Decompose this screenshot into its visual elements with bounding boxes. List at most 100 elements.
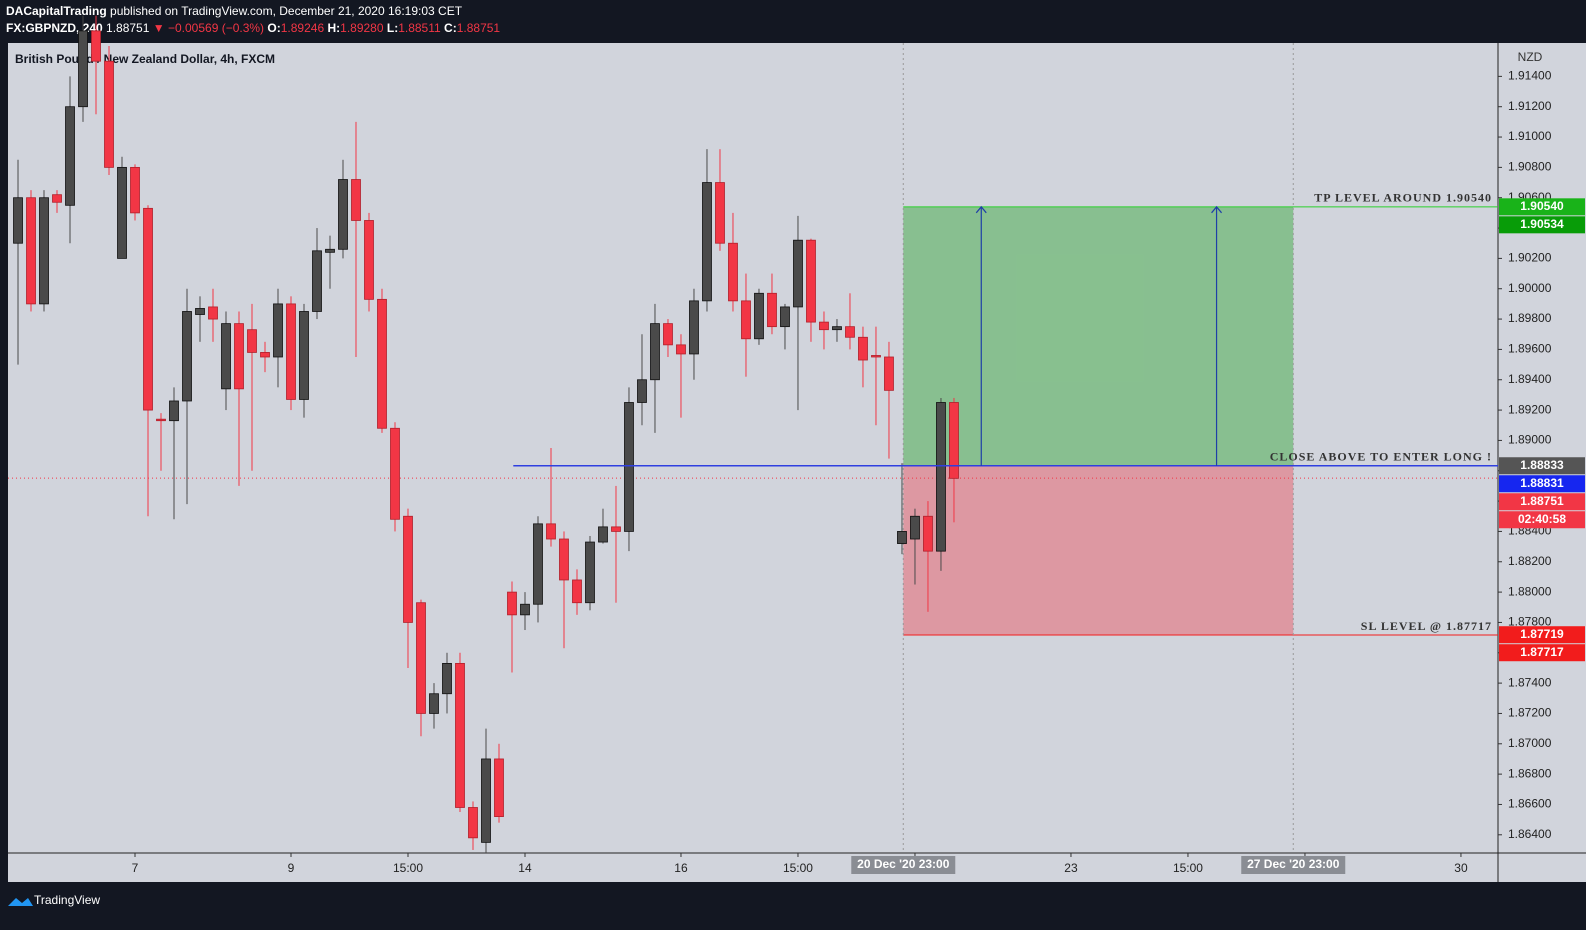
- candle-body: [572, 579, 582, 604]
- candle-body: [923, 515, 933, 552]
- change: ▼ −0.00569 (−0.3%): [153, 21, 264, 35]
- price-label: 1.88831: [1520, 476, 1564, 490]
- candle-body: [260, 352, 270, 358]
- price-label: 1.87717: [1520, 645, 1564, 659]
- candle-body: [65, 106, 75, 206]
- candle-body: [819, 321, 829, 331]
- x-tick-label: 7: [132, 861, 139, 875]
- x-tick-label: 9: [288, 861, 295, 875]
- candle-body: [793, 239, 803, 308]
- candle-body: [546, 523, 556, 540]
- candle-body: [715, 182, 725, 244]
- candle-body: [117, 166, 127, 259]
- candle-body: [650, 323, 660, 381]
- candle-body: [221, 323, 231, 390]
- candle-body: [806, 239, 816, 323]
- chart-title: British Pound / New Zealand Dollar, 4h, …: [15, 52, 275, 66]
- candle-body: [871, 355, 881, 358]
- header-line: DACapitalTrading published on TradingVie…: [6, 4, 463, 18]
- target-zone: [903, 206, 1294, 466]
- candle-body: [52, 194, 62, 203]
- ohlc-value: 1.88751: [457, 21, 501, 35]
- y-tick-label: 1.87000: [1508, 736, 1552, 750]
- currency: NZD: [1518, 50, 1543, 64]
- price-label-box: [1499, 493, 1585, 511]
- candle-body: [936, 402, 946, 552]
- candle-body: [156, 418, 166, 422]
- candle-body: [130, 166, 140, 214]
- candle-body: [507, 591, 517, 616]
- price-label: 1.90540: [1520, 199, 1564, 213]
- time-label: 20 Dec '20 23:00: [857, 857, 950, 871]
- candle-body: [897, 531, 907, 544]
- price-label-box: [1499, 216, 1585, 234]
- price-label: 1.87719: [1520, 627, 1564, 641]
- candle-body: [559, 538, 569, 581]
- candle-body: [325, 248, 335, 253]
- y-tick-label: 1.88200: [1508, 554, 1552, 568]
- left-edge: [0, 43, 8, 882]
- ohlc-label: O:: [267, 21, 280, 35]
- arrow-head: [975, 205, 987, 214]
- price-label-box: [1499, 626, 1585, 644]
- ohlc-label: H:: [327, 21, 340, 35]
- candle-body: [377, 298, 387, 429]
- price-label: 02:40:58: [1518, 512, 1566, 526]
- candle-body: [949, 402, 959, 479]
- footer-bar: [0, 882, 1586, 930]
- candle-body: [533, 523, 543, 605]
- stop-zone: [903, 465, 1294, 636]
- candle-body: [429, 693, 439, 714]
- x-tick-label: 15:00: [783, 861, 813, 875]
- ohlc-value: 1.88511: [398, 21, 441, 35]
- candle-body: [858, 336, 868, 361]
- ohlc-label: L:: [387, 21, 398, 35]
- candle-body: [26, 197, 36, 305]
- candle-body: [481, 758, 491, 843]
- candle-body: [208, 306, 218, 320]
- time-label: 27 Dec '20 23:00: [1247, 857, 1340, 871]
- candle-body: [338, 179, 348, 250]
- y-tick-label: 1.86400: [1508, 827, 1552, 841]
- time-label-box: [1241, 856, 1346, 874]
- candle-body: [390, 427, 400, 520]
- y-tick-label: 1.86800: [1508, 766, 1552, 780]
- y-tick-label: 1.89200: [1508, 402, 1552, 416]
- candle-body: [234, 323, 244, 390]
- candle-body: [741, 300, 751, 340]
- logo: [8, 898, 33, 906]
- price-label-box: [1499, 457, 1585, 475]
- y-tick-label: 1.88000: [1508, 584, 1552, 598]
- candle-body: [468, 807, 478, 839]
- ohlc-value: 1.89246: [281, 21, 325, 35]
- candle-body: [364, 220, 374, 300]
- price-label: 1.88833: [1520, 458, 1564, 472]
- candle-body: [273, 303, 283, 358]
- y-tick-label: 1.87200: [1508, 706, 1552, 720]
- price-label-box: [1499, 475, 1585, 493]
- candle-body: [637, 379, 647, 403]
- y-tick-label: 1.86600: [1508, 797, 1552, 811]
- annotation: CLOSE ABOVE TO ENTER LONG !: [1270, 449, 1492, 463]
- candle-body: [780, 306, 790, 328]
- last: 1.88751: [106, 21, 150, 35]
- candle-body: [494, 758, 504, 817]
- x-tick-label: 15:00: [1173, 861, 1203, 875]
- y-tick-label: 1.89600: [1508, 342, 1552, 356]
- y-tick-label: 1.87400: [1508, 675, 1552, 689]
- plot: British Pound / New Zealand Dollar, 4h, …: [8, 15, 1585, 875]
- candle-body: [247, 329, 257, 353]
- candle-body: [169, 400, 179, 422]
- candle-body: [598, 526, 608, 543]
- candle-body: [611, 526, 621, 532]
- y-tick-label: 1.90200: [1508, 251, 1552, 265]
- candle-body: [754, 292, 764, 340]
- y-tick-label: 1.91200: [1508, 99, 1552, 113]
- candle-body: [663, 323, 673, 346]
- candle-body: [624, 402, 634, 532]
- candle-body: [520, 603, 530, 616]
- time-label-box: [851, 856, 956, 874]
- symbol-line: FX:GBPNZD, 240 1.88751 ▼ −0.00569 (−0.3%…: [6, 21, 500, 35]
- candle-body: [182, 311, 192, 402]
